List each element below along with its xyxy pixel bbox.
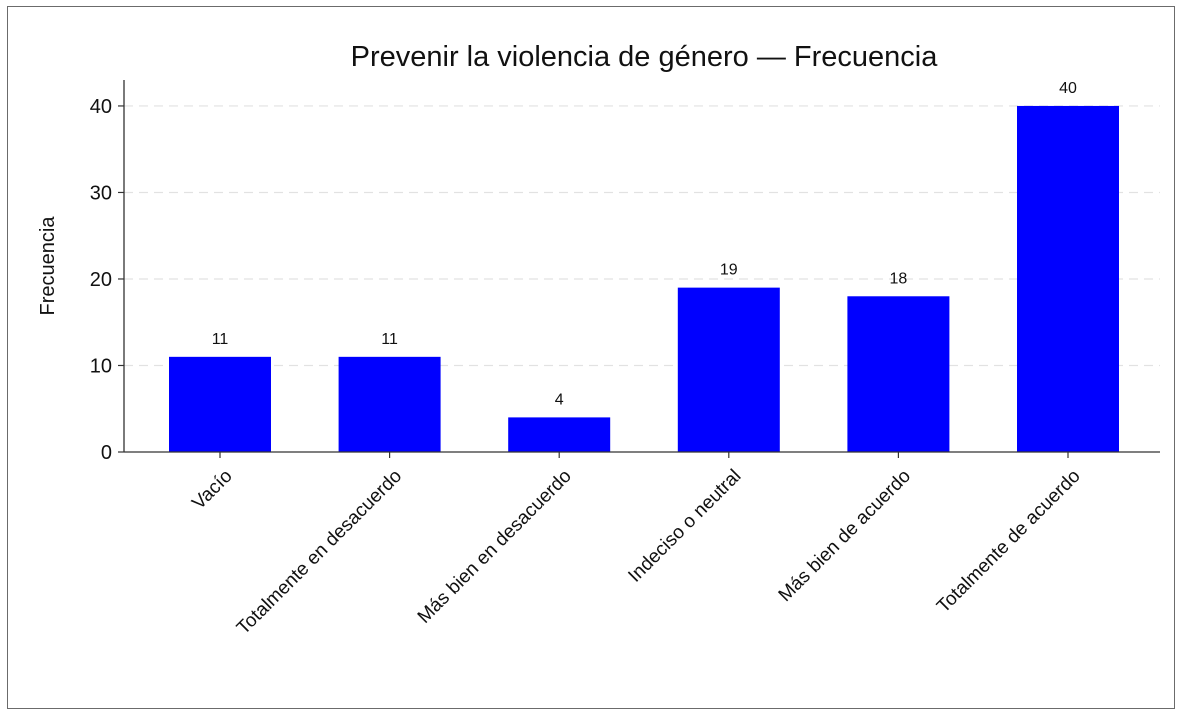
x-tick-label: Más bien en desacuerdo xyxy=(414,466,576,628)
y-tick-label: 0 xyxy=(101,442,112,464)
bar xyxy=(847,296,950,452)
data-label: 4 xyxy=(555,391,564,408)
x-tick-label: Totalmente en desacuerdo xyxy=(233,466,406,639)
y-tick-label: 20 xyxy=(90,269,112,291)
x-tick-label: Totalmente de acuerdo xyxy=(933,466,1085,618)
bar-layer xyxy=(169,105,1119,452)
bar xyxy=(508,417,611,452)
y-axis-label: Frecuencia xyxy=(37,216,59,316)
grid-layer xyxy=(124,105,1160,367)
axis-layer: 0 10 20 30 40 xyxy=(90,80,1160,464)
y-tick-label: 10 xyxy=(90,355,112,377)
y-tick-label: 40 xyxy=(90,96,112,118)
data-label: 40 xyxy=(1059,80,1077,97)
data-label: 19 xyxy=(720,262,738,279)
bar xyxy=(169,356,271,452)
bar xyxy=(338,356,441,452)
label-layer: 11 Vacío 11 Totalmente en desacuerdo 4 Más bi… xyxy=(188,80,1084,639)
chart-title: Prevenir la violencia de género — Frecue… xyxy=(351,41,939,73)
x-tick-label: Más bien de acuerdo xyxy=(775,466,915,606)
data-label: 18 xyxy=(890,270,908,287)
data-label: 11 xyxy=(212,331,229,348)
bar xyxy=(1017,105,1119,452)
x-tick-label: Indeciso o neutral xyxy=(624,466,745,587)
x-tick-label: Vacío xyxy=(188,466,236,514)
data-label: 11 xyxy=(381,331,398,348)
y-tick-label: 30 xyxy=(90,182,112,204)
bar xyxy=(677,287,780,452)
